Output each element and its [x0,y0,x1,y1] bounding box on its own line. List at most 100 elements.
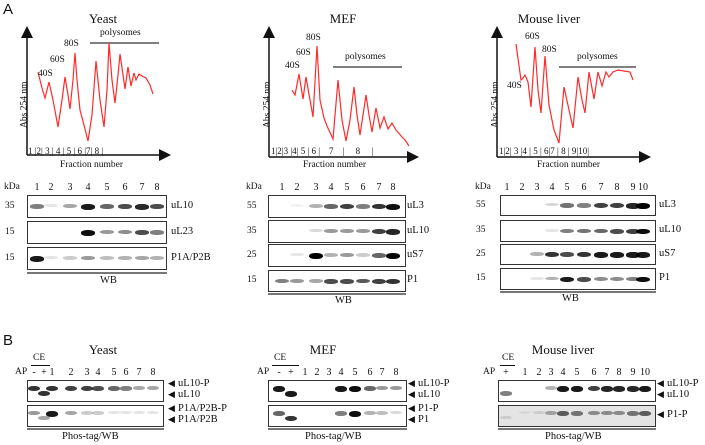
ce-overline [31,365,50,366]
protein-band [290,204,304,208]
ap-label: AP [257,367,270,377]
ce-label: CE [33,353,46,363]
peak-label: 60S [50,55,65,65]
kda-value: 35 [476,225,486,235]
protein-band [135,230,149,236]
protein-band [560,203,574,208]
protein-band [309,278,323,283]
lane-label: 10 [640,367,650,378]
phos-band [38,416,50,421]
protein-band [545,276,559,281]
peak-label: 80S [64,39,79,49]
lane-number: 2 [519,182,525,193]
phos-band [46,411,58,417]
phos-band [285,416,297,422]
protein-band [386,229,400,235]
polysomes-label: polysomes [577,52,618,62]
ce-label: CE [502,353,515,363]
protein-label: uL10 [407,224,430,236]
protein-band [356,229,370,234]
protein-band [545,203,559,207]
phos-band [120,386,132,391]
protein-band [610,203,624,209]
lane-number: 8 [614,182,620,193]
protein-band [340,278,354,284]
phos-band [376,411,388,415]
phos-band [390,386,402,391]
lane-label: 5 [574,367,580,378]
lane-label: + [288,367,294,378]
protein-band [340,204,354,210]
lane-number: 4 [328,182,334,193]
protein-band [118,204,132,210]
mef-profile [263,26,419,163]
phos-footer: Phos-tag/WB [305,431,362,442]
kda-value: 15 [5,226,15,237]
protein-band [118,256,132,260]
protein-band [610,276,624,281]
protein-band [150,204,164,210]
lane-number: 3 [534,182,540,193]
lane-label: 8 [150,367,156,378]
phos-band [38,391,50,397]
kda-label: kDa [246,182,262,192]
ce-overline [272,365,299,366]
blot-strip [27,247,167,270]
lane-number: 4 [85,182,91,193]
phos-band [601,386,613,392]
lane-label: 4 [338,367,344,378]
protein-band [118,230,132,235]
protein-band [530,252,544,256]
arrowhead-icon: ◀ [408,378,415,388]
profile-title: Yeast [88,11,118,26]
protein-band [594,203,608,209]
protein-label: uS7 [659,247,676,259]
blot-title: MEF [309,342,337,357]
lane-number: 2 [48,182,54,193]
phos-band [81,411,93,415]
lane-number: 6 [360,182,366,193]
protein-band [356,278,370,284]
band-marker-label: uL10-P [418,378,450,389]
blot-title: Mouse liver [531,342,595,357]
peak-label: 40S [507,81,522,91]
phos-band [133,386,145,391]
lane-label: + [503,367,509,378]
phos-underline [498,428,656,430]
kda-value: 25 [247,249,257,260]
protein-band [636,276,650,283]
lane-label: 4 [560,367,566,378]
phos-band [588,411,600,416]
protein-band [44,204,58,208]
panel-label-a: A [3,1,14,18]
phos-band [364,386,376,391]
lane-label: 3 [84,367,90,378]
arrowhead-icon: ◀ [408,403,415,413]
protein-band [135,204,149,210]
blot-strip [27,221,167,244]
protein-band [386,204,400,210]
phos-strip [27,405,164,427]
protein-label: P1A/P2B [171,251,211,263]
lane-number: 7 [139,182,145,193]
protein-band [577,203,591,208]
protein-band [324,204,338,209]
phos-band [147,411,159,415]
lane-label: 7 [379,367,385,378]
lane-number: 5 [564,182,570,193]
x-axis-label: Fraction number [60,160,124,170]
phos-band [65,386,77,392]
lane-label: 3 [326,367,332,378]
protein-band [560,252,574,258]
phos-strip [27,380,164,402]
protein-band [81,204,95,210]
phos-band [92,386,104,392]
kda-value: 15 [5,252,15,263]
protein-band [340,253,354,258]
protein-band [560,276,574,283]
x-axis-label: Fraction number [537,160,601,170]
protein-band [63,256,77,260]
band-marker-label: uL10-P [667,378,699,389]
phos-band [349,386,361,392]
lane-label: 7 [604,367,610,378]
